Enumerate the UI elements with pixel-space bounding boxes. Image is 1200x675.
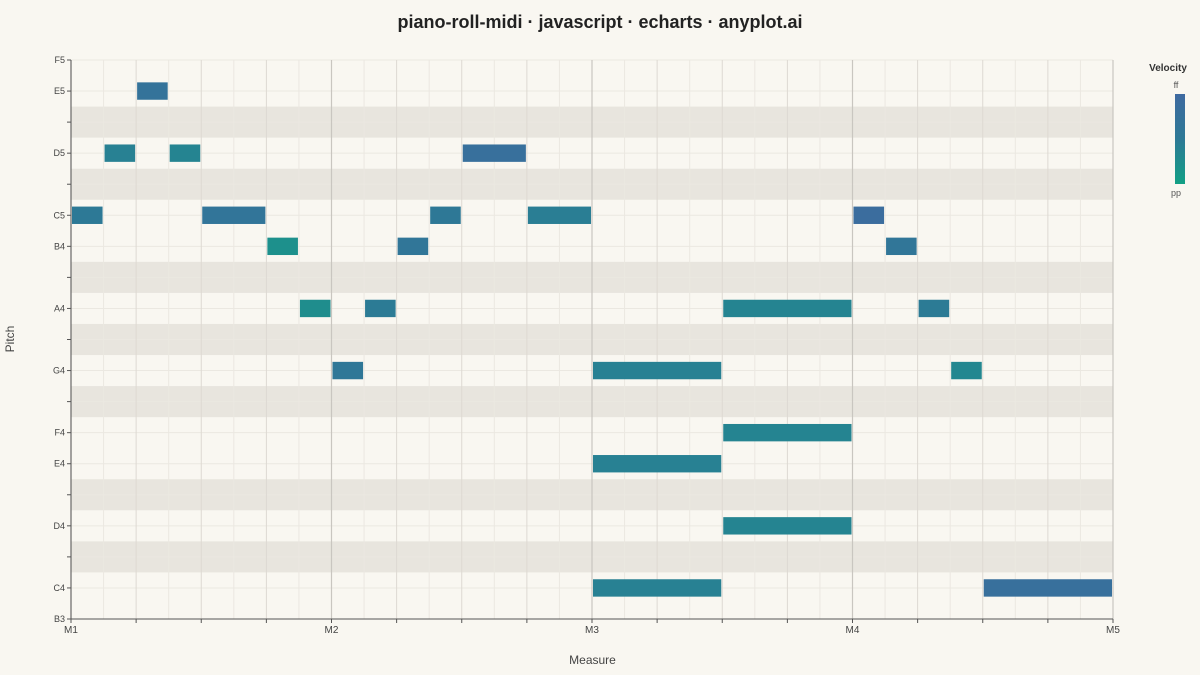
note[interactable] <box>886 237 917 256</box>
note[interactable] <box>951 361 982 380</box>
note[interactable] <box>72 206 103 224</box>
notes <box>72 82 1112 597</box>
y-tick-label: C5 <box>53 210 65 220</box>
y-axis-title: Pitch <box>3 325 17 353</box>
velocity-legend-max-label: ff <box>1173 80 1179 90</box>
note[interactable] <box>365 299 396 318</box>
note[interactable] <box>853 206 885 224</box>
note[interactable] <box>723 517 852 535</box>
note[interactable] <box>593 455 722 473</box>
chart-title: piano-roll-midi · javascript · echarts ·… <box>397 12 803 32</box>
velocity-legend-min-label: pp <box>1170 188 1181 198</box>
note[interactable] <box>104 144 136 162</box>
note[interactable] <box>593 579 722 597</box>
velocity-legend-gradient[interactable] <box>1175 94 1185 184</box>
note[interactable] <box>332 361 364 380</box>
y-tick-label: D4 <box>53 521 65 531</box>
y-tick-label: E4 <box>54 459 65 469</box>
y-tick-label: A4 <box>54 303 65 313</box>
note[interactable] <box>527 206 591 224</box>
y-tick-label: D5 <box>53 148 65 158</box>
note[interactable] <box>169 144 201 162</box>
x-tick-label: M2 <box>325 625 339 636</box>
note[interactable] <box>983 579 1112 597</box>
note[interactable] <box>723 299 852 318</box>
note[interactable] <box>267 237 298 256</box>
note[interactable] <box>918 299 950 318</box>
note[interactable] <box>462 144 526 162</box>
note[interactable] <box>202 206 266 224</box>
y-tick-label: F5 <box>54 55 65 65</box>
y-tick-label: C4 <box>53 583 65 593</box>
note[interactable] <box>430 206 461 224</box>
y-tick-label: E5 <box>54 86 65 96</box>
x-tick-label: M1 <box>64 625 78 636</box>
note[interactable] <box>137 82 168 100</box>
note[interactable] <box>397 237 429 256</box>
note[interactable] <box>593 361 722 380</box>
x-tick-label: M3 <box>585 625 599 636</box>
y-tick-label: B3 <box>54 614 65 624</box>
y-axis-labels: B3 C4 D4 E4 F4 G4 A4 B4 C5 D5 E5 F5 <box>53 55 71 624</box>
note[interactable] <box>299 299 331 318</box>
x-tick-label: M5 <box>1106 625 1120 636</box>
x-axis-labels: M1 M2 M3 M4 M5 <box>64 619 1120 636</box>
beat-gridlines <box>70 60 1114 619</box>
x-axis-title: Measure <box>569 653 616 667</box>
x-tick-label: M4 <box>846 625 860 636</box>
y-tick-label: B4 <box>54 241 65 251</box>
y-tick-label: F4 <box>54 428 65 438</box>
velocity-legend-title: Velocity <box>1149 63 1187 74</box>
y-tick-label: G4 <box>53 366 65 376</box>
note[interactable] <box>723 423 852 442</box>
